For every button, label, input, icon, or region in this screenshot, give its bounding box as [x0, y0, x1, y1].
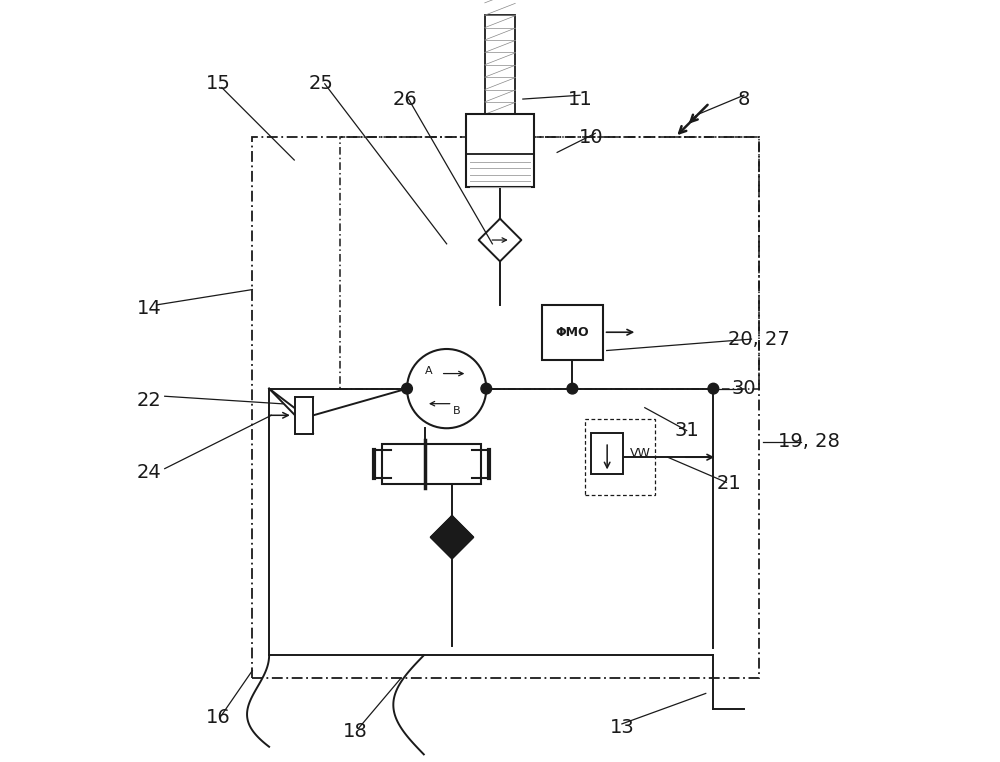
Circle shape — [407, 349, 486, 428]
Text: 22: 22 — [137, 391, 162, 409]
Text: 26: 26 — [392, 90, 417, 108]
Bar — [340, 137, 759, 389]
Bar — [485, 15, 515, 114]
Text: 21: 21 — [716, 475, 741, 493]
Text: B: B — [453, 406, 460, 416]
Polygon shape — [431, 516, 473, 559]
Text: 13: 13 — [610, 719, 634, 737]
Bar — [466, 114, 534, 187]
Text: 20, 27: 20, 27 — [728, 330, 790, 348]
Bar — [542, 305, 603, 360]
Text: 15: 15 — [206, 75, 230, 93]
Text: A: A — [425, 366, 432, 376]
Text: 11: 11 — [568, 90, 592, 108]
Text: 19, 28: 19, 28 — [778, 433, 840, 451]
Bar — [382, 444, 481, 484]
Bar — [252, 137, 759, 678]
Text: VW: VW — [630, 447, 650, 460]
Text: 16: 16 — [206, 709, 230, 727]
Text: 18: 18 — [343, 722, 368, 741]
Text: ΦMO: ΦMO — [556, 325, 589, 339]
Text: 24: 24 — [137, 463, 162, 482]
Circle shape — [708, 383, 719, 394]
Bar — [295, 397, 313, 434]
Text: 14: 14 — [137, 299, 162, 318]
Text: 8: 8 — [738, 90, 750, 108]
Circle shape — [402, 383, 412, 394]
Bar — [585, 419, 655, 495]
Text: 10: 10 — [579, 128, 604, 146]
Text: 30: 30 — [732, 379, 756, 398]
Text: 31: 31 — [674, 421, 699, 440]
Text: 25: 25 — [308, 75, 333, 93]
Bar — [591, 433, 623, 474]
Circle shape — [567, 383, 578, 394]
Circle shape — [481, 383, 492, 394]
